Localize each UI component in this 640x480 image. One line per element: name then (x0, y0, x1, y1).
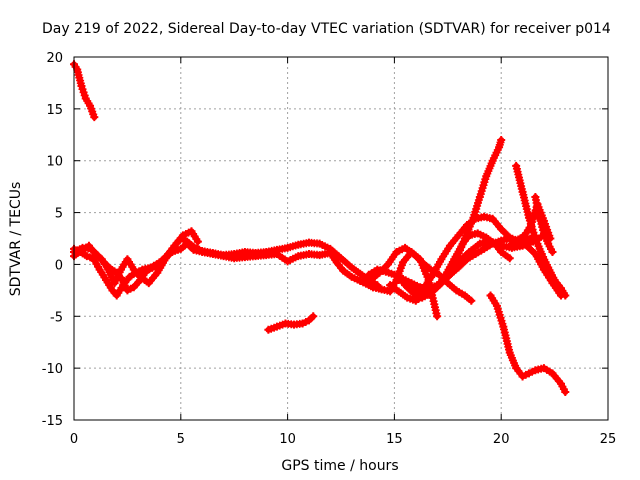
x-tick-label: 10 (279, 432, 296, 447)
series-arc-8 (369, 247, 442, 321)
chart-title: Day 219 of 2022, Sidereal Day-to-day VTE… (42, 21, 611, 37)
series-arc-4 (70, 227, 202, 288)
series-arc-1 (70, 60, 99, 122)
y-tick-label: 0 (55, 258, 63, 273)
marker-texture (71, 62, 98, 119)
y-axis-ticks: -15 -10 -5 0 5 10 15 20 (42, 51, 608, 429)
y-tick-label: 20 (46, 51, 63, 66)
x-axis-ticks: 0 5 10 15 20 25 (70, 57, 616, 447)
plot-frame (73, 56, 609, 421)
x-tick-label: 5 (177, 432, 185, 447)
x-tick-label: 25 (600, 432, 617, 447)
series-arc-14 (512, 161, 570, 300)
y-tick-label: 10 (46, 155, 63, 170)
y-tick-label: -5 (50, 310, 63, 325)
data-series (70, 60, 570, 396)
marker-texture (488, 294, 568, 394)
x-tick-label: 0 (70, 432, 78, 447)
plot-border (73, 56, 609, 421)
y-tick-label: -10 (42, 362, 63, 377)
marker-texture (72, 228, 201, 286)
y-tick-label: -15 (42, 414, 63, 429)
series-arc-16 (531, 193, 557, 256)
marker-texture (397, 213, 534, 293)
x-tick-label: 15 (386, 432, 403, 447)
series-arc-12 (411, 231, 548, 300)
marker-texture (532, 196, 555, 254)
y-tick-label: 5 (55, 207, 63, 222)
marker-texture (267, 314, 316, 333)
marker-texture (414, 232, 546, 299)
y-tick-label: 15 (46, 103, 63, 118)
series-arc-13 (486, 291, 570, 396)
y-axis-label: SDTVAR / TECUs (8, 182, 24, 297)
x-axis-label: GPS time / hours (281, 458, 398, 474)
series-arc-5 (264, 312, 318, 334)
x-tick-label: 20 (493, 432, 510, 447)
